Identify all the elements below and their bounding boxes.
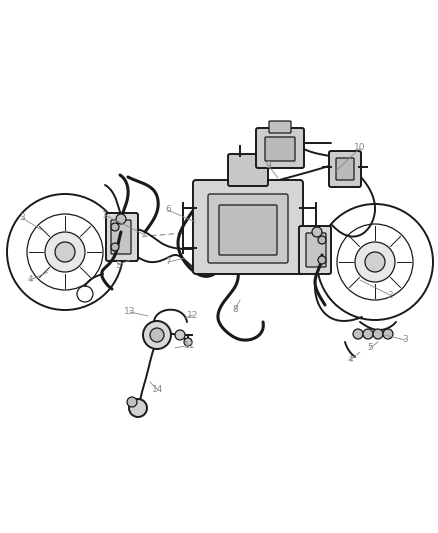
Circle shape: [45, 232, 85, 272]
Text: 8: 8: [232, 305, 238, 314]
Circle shape: [312, 227, 322, 237]
Circle shape: [383, 329, 393, 339]
Text: 6: 6: [165, 206, 171, 214]
Circle shape: [184, 338, 192, 346]
Text: 3: 3: [19, 214, 25, 222]
Circle shape: [355, 242, 395, 282]
Text: 1: 1: [102, 211, 108, 220]
Text: 9: 9: [265, 160, 271, 169]
Circle shape: [373, 329, 383, 339]
Text: 4: 4: [27, 276, 33, 285]
Text: 14: 14: [152, 385, 164, 394]
FancyBboxPatch shape: [256, 128, 304, 168]
FancyBboxPatch shape: [111, 220, 131, 254]
FancyBboxPatch shape: [269, 121, 291, 133]
Circle shape: [116, 214, 126, 224]
Circle shape: [318, 256, 326, 264]
Text: 7: 7: [165, 257, 171, 266]
Text: 3: 3: [402, 335, 408, 344]
Text: 13: 13: [124, 308, 136, 317]
FancyBboxPatch shape: [306, 233, 326, 267]
FancyBboxPatch shape: [106, 213, 138, 261]
Text: 2: 2: [387, 290, 393, 300]
Circle shape: [175, 330, 185, 340]
Circle shape: [111, 243, 119, 251]
FancyBboxPatch shape: [219, 205, 277, 255]
Text: 5: 5: [367, 343, 373, 352]
Circle shape: [353, 329, 363, 339]
Circle shape: [55, 242, 75, 262]
Circle shape: [129, 399, 147, 417]
Circle shape: [143, 321, 171, 349]
FancyBboxPatch shape: [228, 154, 268, 186]
FancyBboxPatch shape: [193, 180, 303, 274]
Circle shape: [150, 328, 164, 342]
Circle shape: [111, 223, 119, 231]
FancyBboxPatch shape: [208, 194, 288, 263]
FancyBboxPatch shape: [336, 158, 354, 180]
Text: 11: 11: [184, 341, 196, 350]
FancyBboxPatch shape: [329, 151, 361, 187]
Circle shape: [127, 397, 137, 407]
FancyBboxPatch shape: [265, 137, 295, 161]
Circle shape: [363, 329, 373, 339]
Text: 4: 4: [347, 356, 353, 365]
Circle shape: [365, 252, 385, 272]
FancyBboxPatch shape: [299, 226, 331, 274]
Circle shape: [318, 236, 326, 244]
Text: 12: 12: [187, 311, 199, 319]
Text: 10: 10: [354, 143, 366, 152]
Text: 5: 5: [115, 261, 121, 270]
